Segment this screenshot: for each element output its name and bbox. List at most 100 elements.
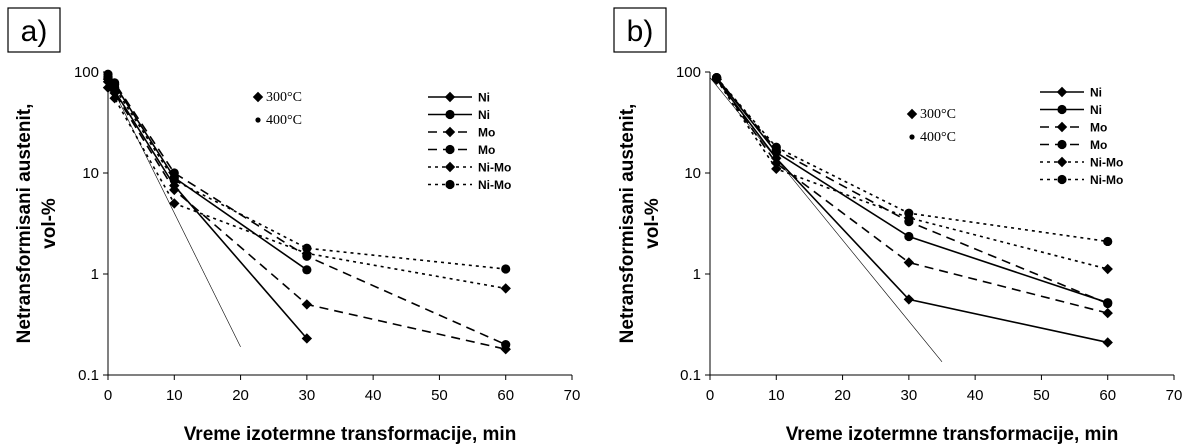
legend-marker [1056,86,1068,98]
y-axis-label: Netransformisani austenit, [14,104,35,344]
x-tick-label: 10 [768,387,785,404]
legend-marker [1057,139,1067,150]
reference-line [709,77,943,363]
x-tick-label: 50 [431,387,448,404]
data-point [109,93,120,104]
temperature-key-label: 300°C [266,90,302,105]
x-tick-label: 20 [232,387,249,404]
series-line [716,77,1109,305]
x-tick-label: 30 [901,387,918,404]
legend-marker [444,126,456,138]
y-axis-label: Netransformisani austenit, [617,104,638,344]
legend-label: Ni [1090,103,1102,117]
data-point [903,294,915,305]
data-point [771,158,782,169]
legend-marker [1056,121,1068,133]
data-point [301,333,313,344]
x-tick-label: 0 [104,387,112,404]
x-tick-label: 70 [564,387,581,404]
data-point [1102,307,1113,319]
legend: Ni Ni Mo Mo Ni-Mo Ni-Mo [428,91,511,192]
legend-label: Ni-Mo [478,178,511,192]
data-point [169,198,180,209]
series-line [709,77,943,363]
temperature-key-marker [909,134,915,140]
legend-marker [1057,104,1067,115]
legend-marker [444,91,456,103]
y-tick-label: 10 [82,165,99,182]
legend-label: Ni [1090,86,1102,100]
y-tick-label: 1 [91,266,99,283]
series-ni-mo-circle [712,73,1113,247]
legend-label: Ni [478,91,490,105]
series-mo-circle [712,73,1113,309]
legend-marker [444,161,456,173]
series-line [107,78,241,347]
series-ni-mo-diamond [711,74,1113,275]
legend-marker [1056,156,1068,168]
legend-label: Mo [478,143,495,157]
x-tick-label: 20 [834,387,851,404]
panel-label-box [613,7,667,53]
data-point [771,163,782,175]
x-tick-label: 60 [497,387,514,404]
data-point [501,339,511,350]
data-point [169,175,179,185]
legend-marker [1057,174,1067,185]
x-axis-label: Vreme izotermne transformacije, min [786,424,1119,445]
panel-label: b) [627,15,654,48]
chart-panel-a: a) 0 10 20 30 40 50 60 70 0.1 1 10 100 Vreme izotermn… [7,7,581,445]
x-tick-label: 70 [1166,387,1183,404]
legend-marker [445,144,455,155]
chart-panel-b: b) 0 10 20 30 40 50 60 70 0.1 1 10 100 Vreme izotermn… [613,7,1183,445]
legend-label: Ni-Mo [1090,173,1123,187]
y-tick-label: 1 [693,266,701,283]
panel-label-box [7,7,61,53]
panel-label: a) [21,15,48,48]
x-tick-label: 40 [967,387,984,404]
data-point [1103,298,1113,309]
x-tick-label: 60 [1099,387,1116,404]
legend-label: Ni-Mo [1090,156,1123,170]
data-point [302,265,312,275]
series-line [715,79,1108,270]
data-point [712,73,722,83]
data-point [110,83,120,93]
data-point [500,283,511,294]
x-axis-label: Vreme izotermne transformacije, min [184,424,517,445]
data-point [302,243,312,253]
temperature-key-label: 400°C [920,130,956,145]
x-tick-label: 50 [1033,387,1050,404]
temperature-key: 300°C 400°C [252,90,302,128]
data-point [903,212,915,224]
x-tick-label: 10 [166,387,183,404]
series-ni-mo-circle [103,73,511,274]
data-point [1103,236,1113,247]
reference-line [107,78,241,347]
legend-label: Mo [1090,121,1107,135]
data-point [301,299,313,310]
series-line [716,77,1108,304]
series-ni-circle [712,73,1113,308]
data-point [904,231,914,242]
temperature-key-marker [252,91,264,103]
y-axis-label: vol-% [39,198,60,249]
y-axis-label: vol-% [642,198,663,249]
series-line [715,78,1108,314]
data-point [1102,337,1113,348]
x-tick-label: 40 [365,387,382,404]
legend-label: Mo [1090,138,1107,152]
y-tick-label: 100 [74,64,99,81]
data-point [169,184,180,196]
y-tick-label: 100 [676,64,701,81]
series-line [107,77,506,270]
y-tick-label: 0.1 [78,367,99,384]
legend-label: Ni [478,108,490,122]
legend-marker [445,179,455,190]
temperature-key-marker [906,108,918,120]
series-line [107,76,308,271]
data-point [904,208,914,218]
data-point [501,264,511,274]
data-point [103,73,113,83]
